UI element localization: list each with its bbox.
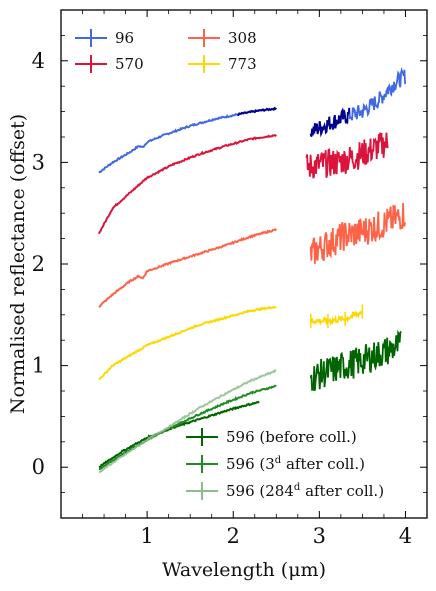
legend-entry-top-0: 96 [75,29,134,47]
legend-label: 570 [115,55,144,73]
series-3 [98,304,364,381]
series-line-visible [98,369,277,474]
x-tick-label: 2 [227,524,240,548]
series-line-ir [305,132,389,179]
series-line-visible [97,134,278,235]
series-line-ir [309,202,406,264]
legend-label: 596 (before coll.) [226,428,357,446]
legend-label: 596 (3d after coll.) [226,455,365,473]
legend-entry-top-1: 570 [75,55,144,73]
series-line-visible [98,106,277,174]
y-tick-label: 4 [32,49,45,73]
legend-top: 96 570 308 773 [75,29,257,73]
legend-entry-bottom-0: 596 (before coll.) [186,428,357,446]
series-line-visible [98,305,277,381]
legend-label: 596 (284d after coll.) [226,482,384,500]
series-layer [97,67,406,474]
x-axis-label: Wavelength (μm) [162,559,326,581]
legend-label: 773 [228,55,257,73]
y-tick-label: 1 [32,354,45,378]
series-line-ir [309,310,363,327]
series-4 [98,329,402,469]
x-tick-label: 3 [313,524,326,548]
y-tick-label: 2 [32,252,45,276]
legend-bottom: 596 (before coll.) 596 (3d after coll.) 59… [186,428,384,500]
series-line-ir [309,329,402,392]
series-line-visible [98,400,260,469]
series-line-visible [98,384,277,471]
legend-entry-bottom-1: 596 (3d after coll.) [186,455,365,473]
series-2 [98,202,406,308]
series-line-dark [237,106,277,117]
y-axis-label: Normalised reflectance (offset) [7,114,29,414]
series-1 [97,132,389,235]
series-5 [98,384,277,471]
series-0 [98,67,406,174]
series-line-ir-dark [309,107,351,138]
y-tick-label: 3 [32,150,45,174]
legend-entry-top-2: 308 [188,29,257,47]
x-tick-label: 1 [140,524,153,548]
y-tick-label: 0 [32,455,45,479]
legend-entry-bottom-2: 596 (284d after coll.) [186,482,384,500]
legend-entry-top-3: 773 [188,55,257,73]
series-6 [98,369,277,474]
axis-ticks: 1 2 3 4 0 1 2 3 4 [32,10,427,548]
legend-label: 96 [115,29,134,47]
series-line-visible [98,228,278,308]
legend-label: 308 [228,29,257,47]
x-tick-label: 4 [399,524,412,548]
